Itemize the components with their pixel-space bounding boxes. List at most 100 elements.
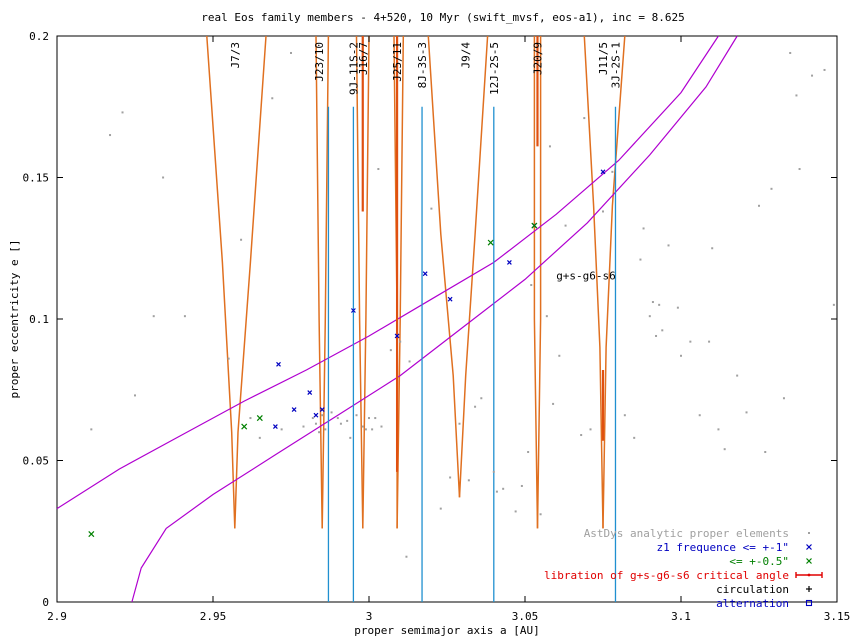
point-proper-element [689, 340, 692, 343]
point-proper-element [492, 470, 495, 473]
point-stroke [313, 412, 319, 418]
point-proper-element [798, 168, 801, 171]
point-stroke [487, 239, 494, 246]
x-axis-label: proper semimajor axis a [AU] [354, 624, 539, 637]
resonance-label: J23/10 [313, 42, 326, 82]
point-stroke [307, 390, 313, 396]
resonance-boundary-left [355, 35, 364, 529]
point-z1-half-arcsec [88, 531, 95, 538]
three-body-resonance-lines [327, 106, 617, 602]
point-z1-1arcsec [272, 424, 278, 429]
libration-segments [361, 36, 605, 472]
point-proper-element [377, 168, 380, 171]
point-proper-element [162, 176, 165, 179]
point-proper-element [389, 349, 392, 352]
point-proper-element [458, 422, 461, 425]
point-proper-element [502, 487, 505, 490]
resonance-boundary-right [234, 35, 267, 529]
point-proper-element [368, 417, 370, 420]
resonance-boundary-left [583, 35, 604, 529]
point-proper-element [271, 97, 274, 100]
point-proper-element [280, 428, 283, 431]
legend-label: AstDys analytic proper elements [584, 527, 789, 540]
resonance-label: 8J-3S-3 [416, 42, 429, 88]
point-proper-element [339, 422, 342, 425]
x-tick-label: 2.95 [200, 610, 227, 623]
point-proper-element [361, 425, 364, 428]
resonance-label: J7/3 [229, 42, 242, 69]
point-proper-element [240, 238, 243, 241]
point-z1-half-arcsec [487, 239, 494, 246]
point-proper-element [227, 357, 230, 360]
y-axis-label: proper eccentricity e [] [8, 240, 21, 399]
resonance-label: J11/5 [597, 42, 610, 75]
point-proper-element [655, 334, 658, 337]
point-proper-element [380, 425, 383, 428]
point-stroke [506, 259, 512, 265]
point-z1-half-arcsec [256, 415, 263, 422]
point-proper-element [552, 402, 555, 405]
point-proper-element [823, 68, 826, 71]
point-proper-element [658, 303, 661, 306]
point-proper-element [399, 340, 402, 343]
legend-label: z1 frequence <= +-1" [657, 541, 789, 554]
resonance-label: J9/4 [460, 42, 473, 69]
legend-marker [806, 544, 812, 550]
point-proper-element [449, 476, 452, 479]
point-proper-element [311, 417, 314, 420]
point-proper-element [405, 555, 408, 558]
resonance-label: 3J-2S-1 [610, 42, 623, 88]
point-stroke [291, 407, 297, 412]
point-stroke [350, 308, 356, 313]
point-proper-element [795, 94, 798, 97]
x-tick-label: 3 [366, 610, 373, 623]
point-stroke [600, 169, 606, 175]
point-proper-element [109, 134, 112, 137]
point-proper-element [495, 490, 498, 493]
point-stroke [447, 296, 453, 302]
point-stroke [394, 333, 400, 339]
point-proper-element [642, 227, 645, 230]
point-proper-element [364, 428, 367, 431]
y-tick-label: 0.1 [29, 313, 49, 326]
point-proper-element [152, 315, 155, 318]
point-stroke [319, 407, 325, 412]
point-proper-element [717, 428, 720, 431]
resonance-boundary-left [315, 35, 323, 529]
legend-marker [808, 532, 810, 534]
legend-label: <= +-0.5" [729, 555, 789, 568]
point-proper-element [558, 354, 561, 357]
point-proper-element [371, 428, 374, 431]
resonance-boundary-left [533, 36, 539, 529]
y-tick-label: 0.2 [29, 30, 49, 43]
point-z1-1arcsec [313, 412, 319, 418]
point-proper-element [548, 145, 551, 148]
point-z1-1arcsec [291, 407, 297, 412]
point-proper-element [589, 428, 592, 431]
point-proper-element [661, 329, 664, 332]
point-proper-element [321, 414, 324, 417]
point-proper-element [651, 301, 654, 304]
point-z1-half-arcsec [531, 222, 538, 229]
resonance-label: J25/11 [391, 42, 404, 82]
resonance-label: J16/7 [357, 42, 370, 75]
resonance-boundary-right [536, 36, 542, 529]
point-proper-element [134, 394, 136, 397]
legend-label: circulation [716, 583, 789, 596]
secular-resonance-lines [56, 35, 738, 603]
point-z1-1arcsec [447, 296, 453, 302]
point-proper-element [530, 284, 533, 287]
point-z1-1arcsec [319, 407, 325, 412]
point-proper-element [408, 360, 411, 363]
point-proper-element [302, 425, 305, 428]
legend-label: libration of g+s-g6-s6 critical angle [544, 569, 789, 582]
point-proper-element [698, 414, 701, 417]
point-proper-element [648, 315, 651, 318]
x-tick-label: 3.15 [824, 610, 851, 623]
point-proper-element [121, 111, 124, 114]
resonance-boundary-right [321, 35, 330, 529]
point-proper-element [639, 258, 642, 261]
